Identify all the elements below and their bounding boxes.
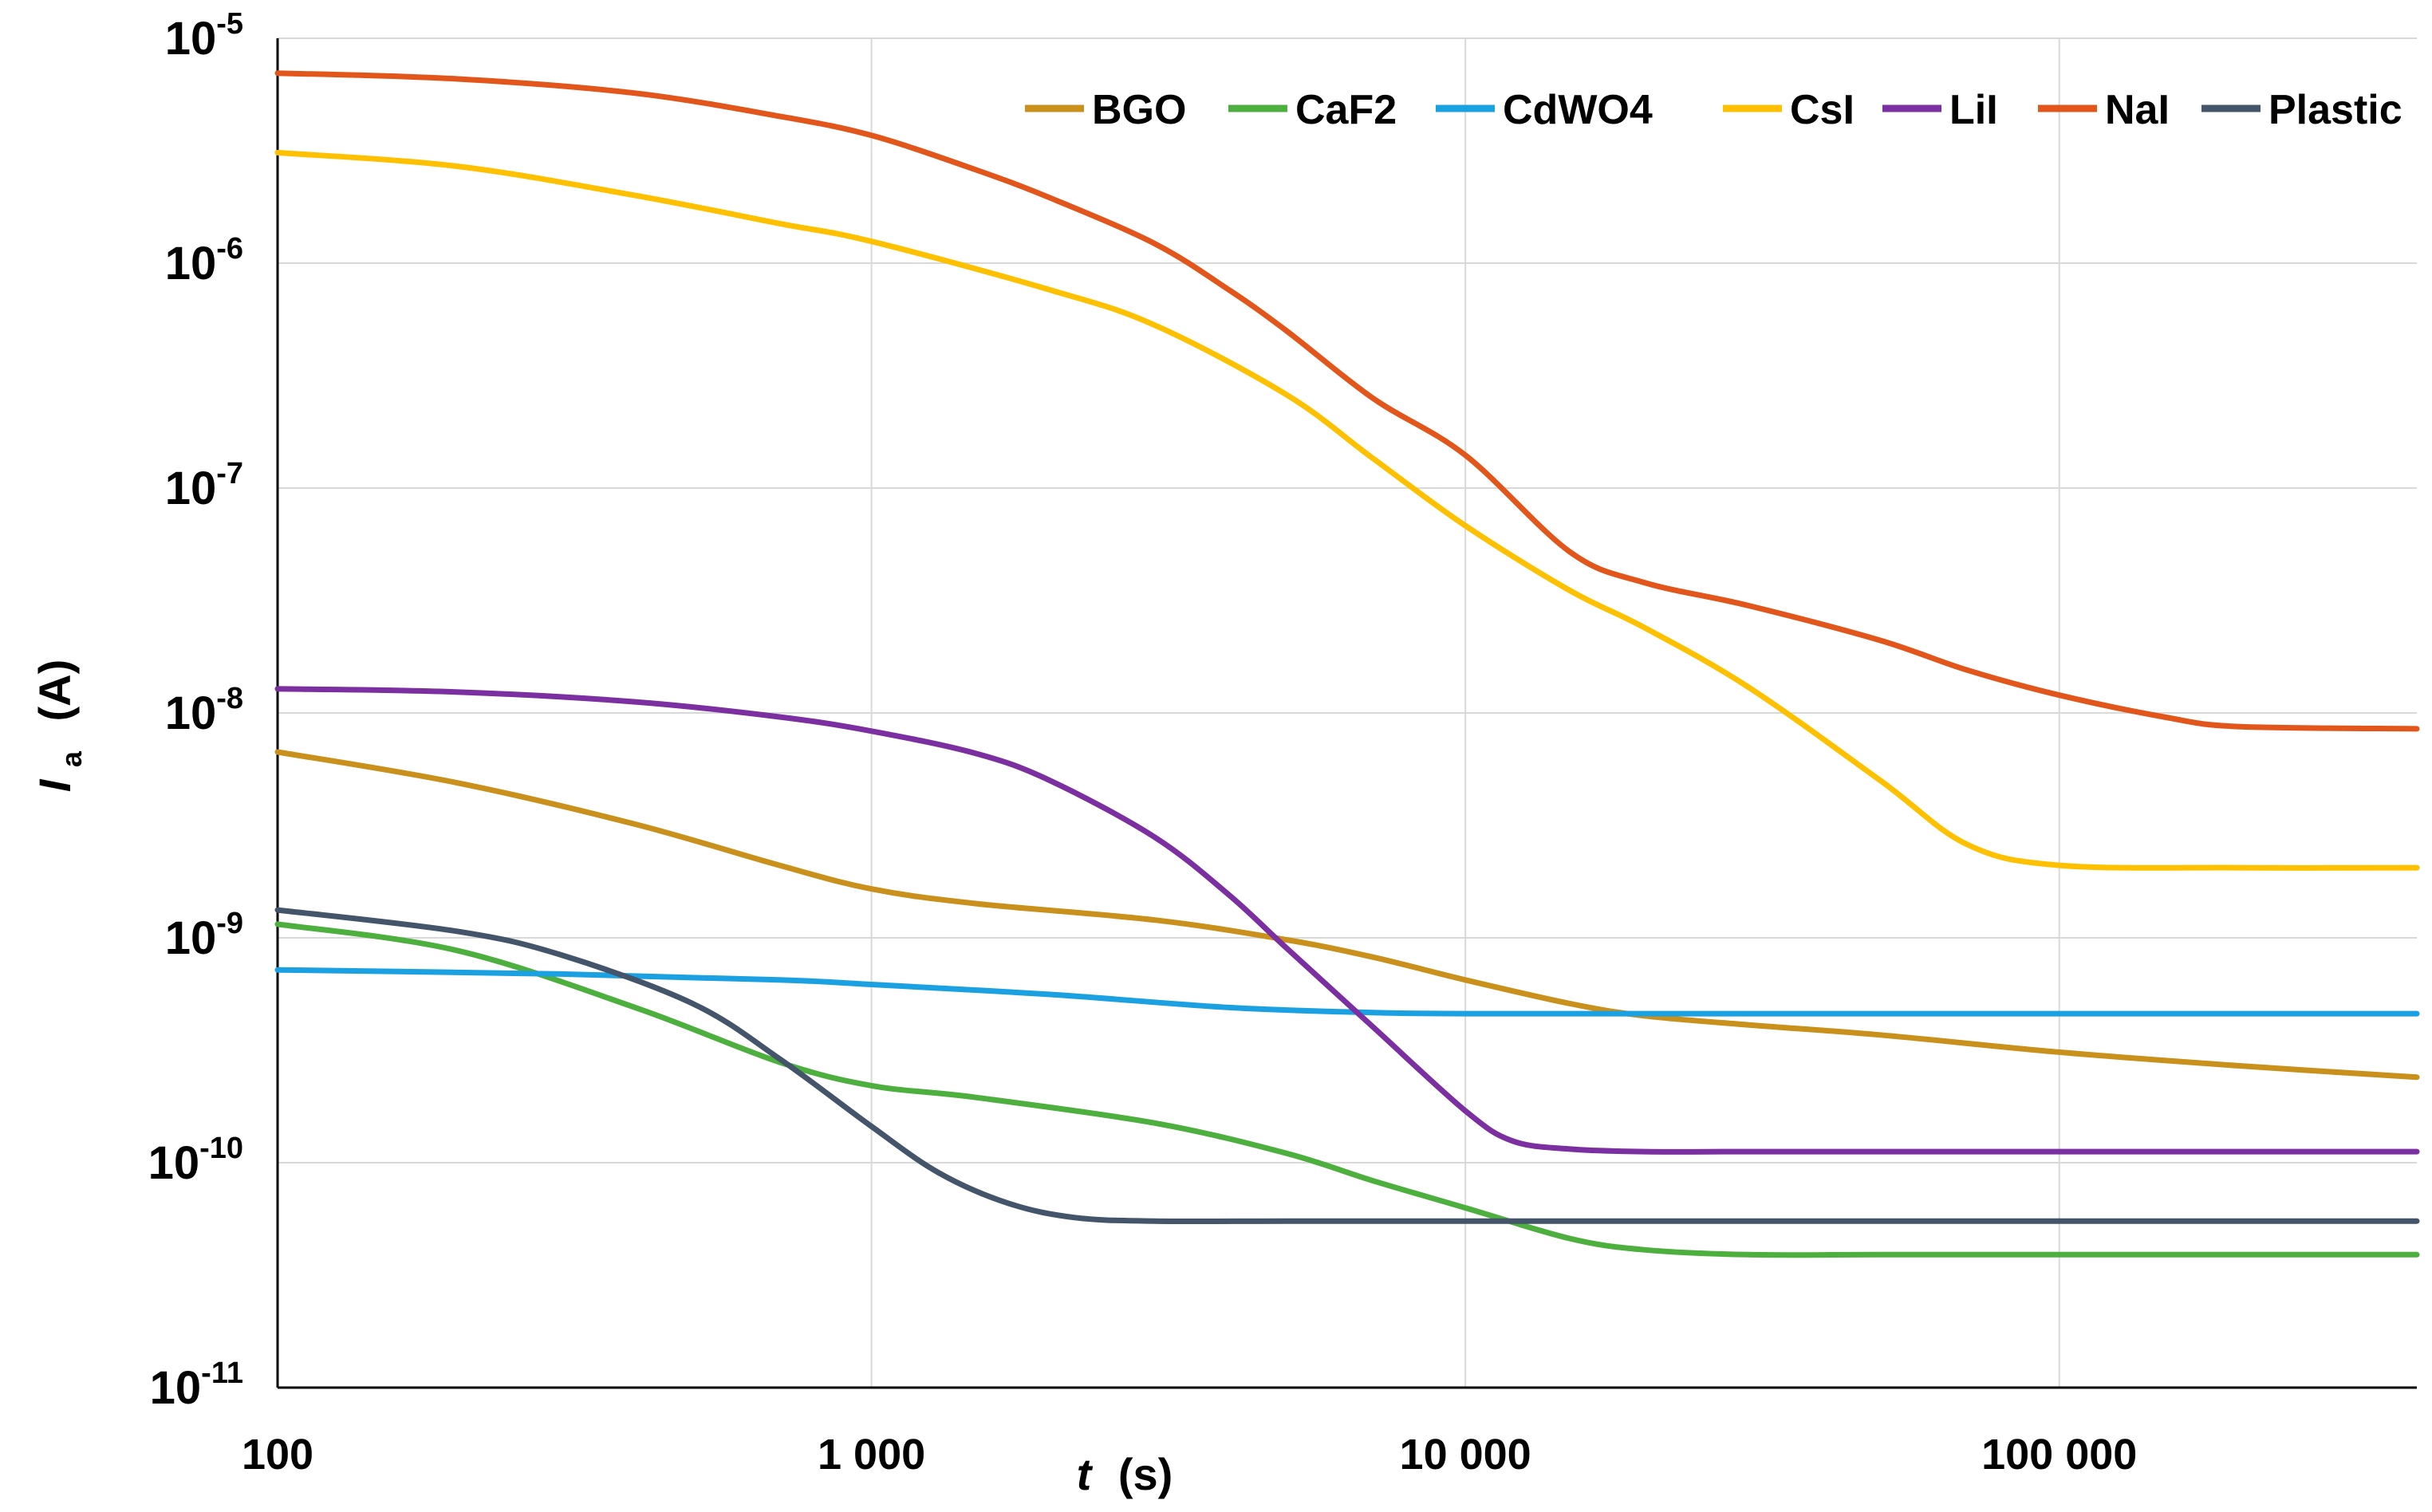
x-tick-label: 10 000 bbox=[1400, 1431, 1531, 1479]
legend-item-csi: CsI bbox=[1723, 87, 1855, 133]
legend-label: BGO bbox=[1092, 87, 1186, 133]
gridlines bbox=[277, 37, 2417, 1388]
legend-item-cdwo4: CdWO4 bbox=[1436, 87, 1653, 133]
y-tick-exponent: -11 bbox=[201, 1356, 243, 1390]
y-tick-label: 10-5 bbox=[165, 7, 243, 65]
legend-label: Plastic bbox=[2268, 87, 2402, 133]
x-axis-title-symbol: t bbox=[1077, 1449, 1094, 1499]
x-tick-labels: 100 1 000 10 000 100 000 bbox=[242, 1431, 2137, 1479]
y-tick-exponent: -7 bbox=[216, 457, 243, 490]
y-tick-label: 10-8 bbox=[165, 682, 243, 739]
y-tick-base: 10 bbox=[165, 687, 217, 739]
x-axis-title-unit: (s) bbox=[1118, 1449, 1173, 1499]
y-tick-exponent: -6 bbox=[216, 232, 243, 266]
legend-label: NaI bbox=[2105, 87, 2170, 133]
legend-item-nai: NaI bbox=[2038, 87, 2170, 133]
y-tick-base: 10 bbox=[165, 912, 217, 964]
legend-label: CsI bbox=[1790, 87, 1855, 133]
x-tick-label: 100 000 bbox=[1981, 1431, 2137, 1479]
y-tick-label: 10-7 bbox=[165, 457, 243, 514]
legend-label: CaF2 bbox=[1295, 87, 1397, 133]
y-tick-label: 10-9 bbox=[165, 907, 243, 964]
y-tick-exponent: -8 bbox=[216, 682, 243, 715]
y-tick-label: 10-10 bbox=[148, 1132, 243, 1189]
series-line-bgo bbox=[274, 749, 2420, 1081]
x-axis-title: t (s) bbox=[1077, 1449, 1173, 1499]
axes bbox=[276, 38, 2417, 1389]
series-line-csi bbox=[274, 149, 2420, 871]
y-axis-title-unit: (A) bbox=[30, 660, 80, 722]
legend-label: CdWO4 bbox=[1503, 87, 1653, 133]
legend: BGO CaF2 CdWO4 CsI LiI NaI Plastic bbox=[1025, 87, 2402, 133]
y-axis-title: I a (A) bbox=[30, 660, 91, 792]
series-line-cdwo4 bbox=[274, 967, 2420, 1017]
y-tick-exponent: -10 bbox=[199, 1132, 243, 1165]
y-tick-base: 10 bbox=[150, 1362, 202, 1414]
legend-label: LiI bbox=[1949, 87, 1998, 133]
x-tick-label: 100 bbox=[242, 1431, 313, 1479]
y-tick-exponent: -9 bbox=[216, 907, 243, 940]
y-tick-exponent: -5 bbox=[216, 7, 243, 41]
series-lines bbox=[274, 70, 2420, 1258]
y-axis-title-subscript: a bbox=[55, 750, 88, 767]
y-tick-base: 10 bbox=[165, 238, 217, 289]
series-line-nai bbox=[274, 70, 2420, 732]
series-line-caf2 bbox=[274, 921, 2420, 1258]
y-tick-base: 10 bbox=[148, 1137, 200, 1189]
legend-item-caf2: CaF2 bbox=[1228, 87, 1397, 133]
legend-item-lii: LiI bbox=[1882, 87, 1998, 133]
legend-item-plastic: Plastic bbox=[2201, 87, 2402, 133]
y-tick-base: 10 bbox=[165, 13, 217, 65]
series-line-lii bbox=[274, 686, 2420, 1155]
legend-item-bgo: BGO bbox=[1025, 87, 1186, 133]
y-tick-base: 10 bbox=[165, 463, 217, 514]
y-tick-label: 10-11 bbox=[150, 1356, 243, 1414]
x-tick-label: 1 000 bbox=[818, 1431, 925, 1479]
series-line-plastic bbox=[274, 907, 2420, 1225]
y-axis-title-symbol: I bbox=[30, 778, 80, 792]
y-tick-label: 10-6 bbox=[165, 232, 243, 289]
